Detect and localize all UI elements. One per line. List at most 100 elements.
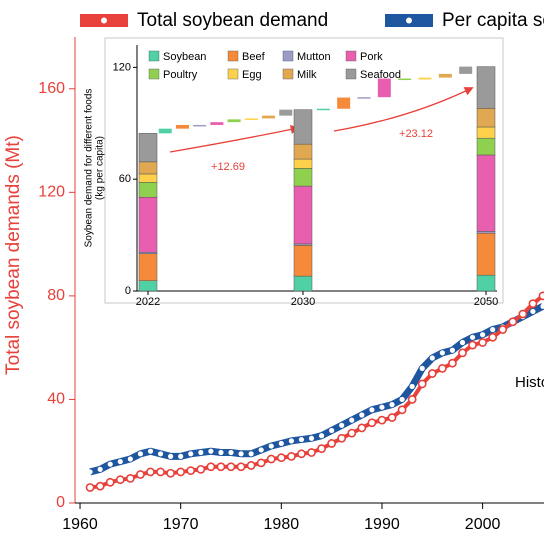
arrow bbox=[333, 87, 474, 132]
data-point bbox=[357, 423, 367, 433]
bar-segment bbox=[476, 274, 496, 292]
bar-segment bbox=[293, 143, 313, 160]
data-point bbox=[85, 483, 95, 492]
data-point bbox=[540, 303, 544, 309]
waterfall-step bbox=[459, 66, 473, 74]
data-point bbox=[538, 291, 544, 301]
legend-dot bbox=[101, 17, 107, 24]
bar-segment bbox=[138, 280, 158, 292]
main-chart: 0 40 80 120 160 1960 1970 1980 1990 2000 Total soy… bbox=[3, 10, 544, 533]
waterfall-step bbox=[158, 128, 172, 134]
data-point bbox=[268, 443, 274, 449]
data-point bbox=[530, 308, 536, 315]
data-point bbox=[437, 363, 447, 373]
inset-chart: 0 60 120 2022 2030 2050 Soybean demand for dif… bbox=[84, 37, 504, 308]
data-point bbox=[87, 469, 93, 475]
bar-segment bbox=[476, 231, 496, 234]
data-point bbox=[359, 412, 365, 418]
data-point bbox=[186, 466, 196, 476]
data-point bbox=[369, 407, 375, 413]
legend-label: Soybean bbox=[163, 51, 206, 63]
data-point bbox=[389, 402, 395, 408]
data-point bbox=[480, 332, 486, 338]
data-point bbox=[288, 438, 294, 444]
bar-segment bbox=[138, 173, 158, 183]
y-tick-label: 60 bbox=[119, 173, 131, 185]
data-point bbox=[399, 396, 405, 403]
bar-segment bbox=[138, 161, 158, 175]
data-point bbox=[146, 467, 155, 477]
data-point bbox=[147, 448, 154, 454]
legend-swatch bbox=[282, 50, 294, 62]
data-point bbox=[178, 453, 184, 459]
data-point bbox=[298, 436, 305, 443]
data-point bbox=[458, 348, 467, 358]
y-tick-label: 40 bbox=[47, 391, 65, 408]
arrow bbox=[169, 125, 300, 153]
data-point bbox=[226, 462, 236, 472]
x-tick-label: 2000 bbox=[465, 516, 501, 533]
data-point bbox=[347, 428, 357, 438]
data-point bbox=[218, 449, 224, 456]
data-point bbox=[308, 435, 315, 441]
y-tick-label: 80 bbox=[47, 287, 65, 304]
data-point bbox=[337, 433, 347, 443]
data-point bbox=[216, 462, 226, 472]
annotation: +23.12 bbox=[399, 128, 433, 140]
data-point bbox=[156, 467, 165, 477]
waterfall-step bbox=[438, 73, 452, 78]
legend-label: Mutton bbox=[297, 51, 331, 63]
y-tick-label: 0 bbox=[125, 285, 131, 297]
bar-segment bbox=[476, 126, 496, 139]
bar-segment bbox=[293, 275, 313, 292]
y-axis-label: Total soybean demands (Mt) bbox=[3, 135, 24, 375]
series-line bbox=[89, 303, 544, 476]
data-point bbox=[228, 449, 234, 456]
waterfall-step bbox=[337, 97, 351, 109]
data-point bbox=[407, 395, 417, 404]
data-point bbox=[498, 325, 508, 334]
data-point bbox=[188, 451, 194, 457]
data-point bbox=[349, 417, 355, 423]
data-point bbox=[125, 474, 135, 483]
legend-swatch bbox=[282, 68, 294, 80]
data-point bbox=[286, 451, 296, 461]
data-point bbox=[117, 458, 123, 465]
data-point bbox=[168, 453, 174, 459]
waterfall-step bbox=[175, 124, 189, 129]
y-axis-label: (kg per capita) bbox=[95, 136, 106, 200]
data-point bbox=[256, 458, 266, 468]
data-point bbox=[329, 427, 335, 434]
bar-segment bbox=[138, 182, 158, 198]
bar-segment bbox=[293, 158, 313, 169]
legend-label: Beef bbox=[242, 51, 266, 63]
legend-dot bbox=[406, 17, 412, 24]
data-point bbox=[196, 464, 206, 474]
data-point bbox=[266, 454, 276, 464]
legend-swatch bbox=[345, 68, 357, 80]
annotation: Historical bbox=[515, 374, 544, 391]
legend-label: Pork bbox=[360, 51, 383, 63]
data-point bbox=[95, 481, 105, 491]
bar-segment bbox=[138, 133, 158, 163]
data-point bbox=[107, 461, 113, 467]
bar-segment bbox=[476, 108, 496, 128]
bar-segment bbox=[476, 137, 496, 156]
data-point bbox=[278, 440, 284, 447]
data-point bbox=[248, 451, 254, 457]
data-point bbox=[367, 418, 377, 428]
data-point bbox=[127, 456, 133, 462]
data-point bbox=[488, 332, 498, 342]
legend-swatch bbox=[148, 68, 160, 80]
waterfall-step bbox=[398, 78, 412, 81]
data-point bbox=[448, 358, 457, 368]
y-tick-label: 120 bbox=[38, 184, 65, 201]
data-point bbox=[176, 467, 186, 477]
annotation: +12.69 bbox=[211, 161, 245, 173]
legend-swatch bbox=[227, 50, 239, 62]
legend-swatch bbox=[148, 50, 160, 62]
data-point bbox=[469, 334, 476, 340]
series-line bbox=[89, 294, 544, 490]
waterfall-step bbox=[262, 115, 276, 119]
